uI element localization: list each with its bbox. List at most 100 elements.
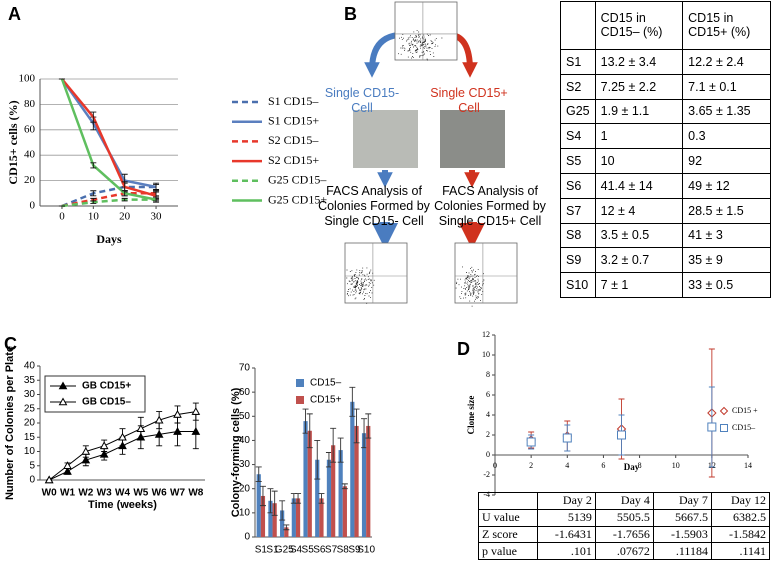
table-row: S2 7.25 ± 2.2 7.1 ± 0.1 [560,73,771,100]
table-cell: 12 ± 4 [594,197,684,224]
x-tick-label: 10 [672,461,680,470]
x-tick-label: S9 [348,545,361,556]
y-tick-label: 50 [239,411,251,422]
diagram-label: Single CD15- Cell [324,86,400,115]
table-row: S7 12 ± 4 28.5 ± 1.5 [560,197,771,224]
marker [99,441,109,450]
y-axis-label: Clone size [466,396,476,435]
error-bar [365,413,372,439]
x-tick-label: W1 [60,488,75,499]
table-row: S6 41.4 ± 14 49 ± 12 [560,172,771,199]
y-tick-label: 0 [244,532,250,543]
marker [617,430,626,440]
error-bar [295,493,302,504]
marker [58,397,68,406]
x-tick-label: 10 [88,211,100,223]
table-cell: 41 ± 3 [682,222,771,249]
bar [354,425,359,537]
y-tick-label: 0 [30,200,36,212]
table-cell: 5667.5 [652,508,712,527]
error-bar [255,466,262,482]
cell-image [440,110,505,168]
marker [154,429,164,438]
table-cell: 92 [682,148,771,174]
line [61,192,157,208]
x-tick-label: 14 [744,461,752,470]
table-cell: 41.4 ± 14 [594,172,684,199]
y-tick-label: 10 [24,446,36,457]
legend-swatch [296,379,304,387]
bar [268,500,273,537]
x-axis-label: Days [96,232,122,246]
x-tick-label: W3 [97,488,112,499]
table-row: S8 3.5 ± 0.5 41 ± 3 [560,222,771,249]
bar [280,510,285,537]
table-row: U value 5139 5505.5 5667.5 6382.5 [478,508,771,527]
table-row: Z score -1.6431 -1.7656 -1.5903 -1.5842 [478,525,771,544]
error-bar [361,418,368,449]
table-row: G25 1.9 ± 1.1 3.65 ± 1.35 [560,98,771,125]
legend-label: CD15+ [310,395,342,406]
legend-label: GB CD15+ [82,381,131,392]
facs-plot [344,242,408,304]
table-cell: 49 ± 12 [682,172,771,199]
bar [338,450,343,537]
error-bar [90,111,97,123]
error-bar [279,500,286,521]
table-cell: G25 [560,98,596,125]
error-bar [306,413,313,449]
table-cell: 5505.5 [594,508,654,527]
x-tick-label: W7 [170,488,185,499]
x-tick-label: 20 [119,211,131,223]
legend-label: GB CD15– [82,397,131,408]
table-cell: CD15 in CD15+ (%) [682,1,771,50]
table-cell [478,492,538,510]
table-cell: 7.1 ± 0.1 [682,73,771,100]
table-cell: 10 [594,148,684,174]
bar [284,527,289,537]
y-axis-label: Number of Colonies per Plate [4,346,16,500]
table-cell: p value [478,542,538,560]
panel-label: C [4,334,17,354]
x-axis-label: Day [624,462,640,472]
error-bar [121,197,128,202]
x-axis-label: Time (weeks) [88,499,157,511]
table-cell: 28.5 ± 1.5 [682,197,771,224]
table-cell: Day 7 [652,492,712,510]
table-cell: S6 [560,172,596,199]
marker [173,427,182,435]
line [61,185,157,208]
error-bar [314,439,321,480]
legend-box [44,375,146,413]
legend-label: CD15 + [732,406,758,415]
error-bar [330,427,337,463]
x-tick-label: W8 [188,488,203,499]
table-cell: 3.5 ± 0.5 [594,222,684,249]
bar [331,445,336,537]
x-tick-label: S6 [313,545,326,556]
marker [719,406,729,416]
marker [154,415,164,424]
y-tick-label: 20 [24,174,36,186]
table-cell: 1 [594,123,684,150]
y-tick-label: 10 [482,350,490,359]
line [60,78,157,201]
table-cell: 0.3 [682,123,771,150]
bar [291,498,296,537]
table-cell: 35 ± 9 [682,247,771,274]
y-tick-label: 20 [24,418,36,429]
line [61,198,157,208]
x-tick-label: W0 [42,488,57,499]
error-bar [271,490,278,516]
x-tick-label: S10 [357,545,375,556]
legend-label: S1 CD15+ [268,113,319,127]
y-tick-label: 12 [482,330,490,339]
marker [99,449,109,458]
table-cell: 5139 [536,508,596,527]
table-cell: .1141 [710,542,771,560]
marker [173,409,182,418]
y-axis-label: Colony-forming cells (%) [230,387,242,517]
y-tick-label: 8 [486,370,490,379]
table-row: S4 1 0.3 [560,123,771,150]
y-tick-label: 40 [24,361,36,372]
